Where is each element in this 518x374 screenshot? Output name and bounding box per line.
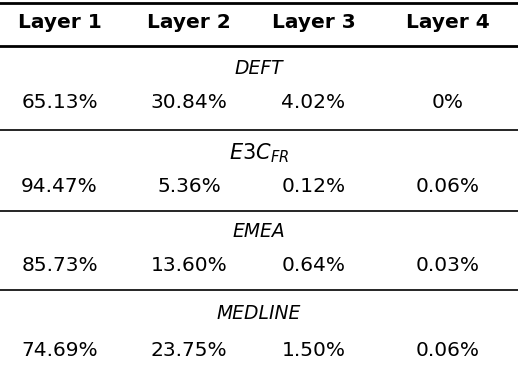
Text: 0.06%: 0.06%: [416, 178, 480, 196]
Text: 74.69%: 74.69%: [21, 341, 98, 359]
Text: Layer 4: Layer 4: [406, 13, 490, 31]
Text: 13.60%: 13.60%: [151, 257, 227, 275]
Text: $\mathit{E3C}_{FR}$: $\mathit{E3C}_{FR}$: [229, 141, 289, 165]
Text: 30.84%: 30.84%: [151, 93, 227, 111]
Text: 0.64%: 0.64%: [281, 257, 346, 275]
Text: Layer 2: Layer 2: [147, 13, 231, 31]
Text: 0.03%: 0.03%: [416, 257, 480, 275]
Text: 65.13%: 65.13%: [21, 93, 98, 111]
Text: 23.75%: 23.75%: [151, 341, 227, 359]
Text: 85.73%: 85.73%: [21, 257, 98, 275]
Text: 5.36%: 5.36%: [157, 178, 221, 196]
Text: 0.06%: 0.06%: [416, 341, 480, 359]
Text: Layer 1: Layer 1: [18, 13, 102, 31]
Text: Layer 3: Layer 3: [271, 13, 355, 31]
Text: DEFT: DEFT: [235, 59, 283, 77]
Text: 0.12%: 0.12%: [281, 178, 346, 196]
Text: MEDLINE: MEDLINE: [217, 304, 301, 322]
Text: 0%: 0%: [432, 93, 464, 111]
Text: 4.02%: 4.02%: [281, 93, 346, 111]
Text: 1.50%: 1.50%: [281, 341, 346, 359]
Text: EMEA: EMEA: [233, 223, 285, 241]
Text: 94.47%: 94.47%: [21, 178, 98, 196]
